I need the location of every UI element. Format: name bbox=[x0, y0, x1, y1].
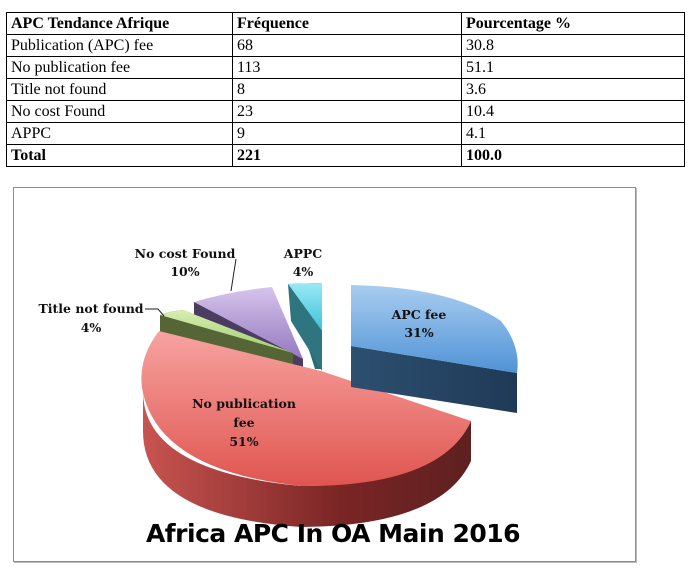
cell-percentage: 10.4 bbox=[461, 100, 685, 123]
label-title-not-found-pct: 4% bbox=[81, 320, 102, 335]
header-frequency: Fréquence bbox=[232, 12, 462, 35]
label-appc-pct: 4% bbox=[293, 264, 314, 279]
table-header-row: APC Tendance Afrique Fréquence Pourcenta… bbox=[6, 12, 685, 35]
table-row: Publication (APC) fee 68 30.8 bbox=[6, 34, 685, 57]
leader-line-no-cost bbox=[230, 258, 237, 292]
slice-no-publication-fee bbox=[141, 331, 471, 527]
total-percentage: 100.0 bbox=[461, 144, 685, 167]
pie-chart-frame: APC fee 31% No publication fee 51% Title… bbox=[13, 187, 636, 562]
header-percentage: Pourcentage % bbox=[461, 12, 685, 35]
header-category: APC Tendance Afrique bbox=[6, 12, 233, 35]
pie-chart: APC fee 31% No publication fee 51% Title… bbox=[38, 246, 520, 548]
cell-frequency: 68 bbox=[232, 34, 462, 57]
cell-category: No publication fee bbox=[6, 56, 233, 79]
total-frequency: 221 bbox=[232, 144, 462, 167]
cell-category: No cost Found bbox=[6, 100, 233, 123]
table-row: No cost Found 23 10.4 bbox=[6, 100, 685, 123]
cell-percentage: 30.8 bbox=[461, 34, 685, 57]
label-no-cost-name: No cost Found bbox=[135, 246, 236, 261]
label-no-pub-name-1: No publication bbox=[192, 396, 296, 411]
cell-percentage: 4.1 bbox=[461, 122, 685, 145]
apc-frequency-table: APC Tendance Afrique Fréquence Pourcenta… bbox=[6, 12, 685, 167]
label-no-cost-pct: 10% bbox=[170, 264, 199, 279]
cell-category: APPC bbox=[6, 122, 233, 145]
cell-category: Publication (APC) fee bbox=[6, 34, 233, 57]
label-apc-fee-pct: 31% bbox=[404, 325, 433, 340]
cell-frequency: 113 bbox=[232, 56, 462, 79]
cell-percentage: 3.6 bbox=[461, 78, 685, 101]
table-row: APPC 9 4.1 bbox=[6, 122, 685, 145]
table-total-row: Total 221 100.0 bbox=[6, 144, 685, 167]
table-row: Title not found 8 3.6 bbox=[6, 78, 685, 101]
slice-apc-fee bbox=[351, 285, 518, 413]
cell-percentage: 51.1 bbox=[461, 56, 685, 79]
leader-line-title-not-found bbox=[145, 308, 165, 317]
label-no-pub-pct: 51% bbox=[229, 434, 258, 449]
label-appc-name: APPC bbox=[283, 246, 322, 261]
label-title-not-found-name: Title not found bbox=[38, 301, 143, 316]
chart-title: Africa APC In OA Main 2016 bbox=[146, 519, 520, 548]
slice-appc bbox=[288, 283, 322, 371]
cell-frequency: 23 bbox=[232, 100, 462, 123]
label-apc-fee-name: APC fee bbox=[391, 307, 447, 322]
cell-frequency: 9 bbox=[232, 122, 462, 145]
table-row: No publication fee 113 51.1 bbox=[6, 56, 685, 79]
label-no-pub-name-2: fee bbox=[233, 415, 254, 430]
cell-category: Title not found bbox=[6, 78, 233, 101]
cell-frequency: 8 bbox=[232, 78, 462, 101]
total-label: Total bbox=[6, 144, 233, 167]
